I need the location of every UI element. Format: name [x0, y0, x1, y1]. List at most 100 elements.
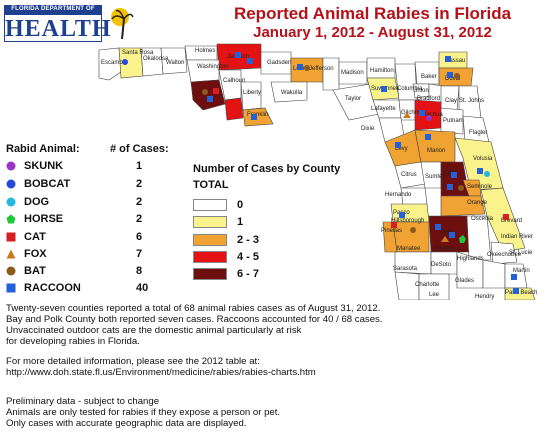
logo-top-text: FLORIDA DEPARTMENT OF [4, 5, 102, 14]
legend-swatch [193, 268, 227, 280]
species-count: 7 [136, 248, 143, 260]
svg-text:Holmes: Holmes [195, 48, 215, 54]
species-count: 6 [136, 231, 143, 243]
species-header: Rabid Animal: [6, 143, 80, 155]
svg-text:Gilchrist: Gilchrist [401, 110, 423, 116]
raccoon-marker [395, 142, 401, 148]
horse-pentagon-icon [6, 214, 16, 224]
species-name: BOBCAT [24, 178, 71, 190]
county-walton [160, 47, 188, 75]
svg-text:Lafayette: Lafayette [371, 106, 396, 112]
county-volusia [454, 137, 504, 191]
svg-text:Pinellas: Pinellas [381, 228, 402, 234]
svg-text:Polk: Polk [441, 230, 454, 236]
raccoon-marker [399, 212, 405, 218]
county-sarasota [394, 271, 420, 300]
county-martin [504, 287, 536, 300]
svg-text:Franklin: Franklin [247, 112, 268, 118]
raccoon-marker [419, 110, 425, 116]
summary-line: Bay and Polk County both reported seven … [6, 314, 383, 325]
bat-marker [410, 227, 416, 233]
svg-text:Okaloosa: Okaloosa [143, 56, 169, 62]
svg-text:Marion: Marion [427, 148, 445, 154]
fox-marker [441, 236, 449, 242]
species-row-bat: BAT 8 [6, 264, 166, 279]
florida-map: Escambia Santa Rosa Okaloosa Walton Holm… [98, 43, 537, 300]
raccoon-marker [447, 72, 453, 78]
svg-text:Putnam: Putnam [443, 118, 464, 124]
summary-text: Twenty-seven counties reported a total o… [6, 303, 546, 347]
raccoon-square-icon [6, 283, 16, 293]
county-osceola [466, 215, 492, 261]
svg-text:Bradford: Bradford [417, 96, 440, 102]
svg-text:Charlotte: Charlotte [415, 282, 440, 288]
species-name: HORSE [24, 213, 64, 225]
svg-text:Baker: Baker [421, 74, 437, 80]
legend-swatch [193, 199, 227, 211]
summary-line: for developing rabies in Florida. [6, 336, 140, 347]
svg-text:Clay: Clay [445, 98, 457, 104]
svg-text:Union: Union [413, 88, 429, 94]
legend-subtitle: TOTAL [193, 179, 229, 191]
raccoon-marker [435, 224, 441, 230]
svg-text:Levy: Levy [395, 146, 408, 152]
svg-text:Escambia: Escambia [101, 60, 128, 66]
svg-text:Hendry: Hendry [475, 294, 494, 300]
svg-text:Taylor: Taylor [345, 96, 361, 102]
legend-title: Number of Cases by County [193, 163, 341, 175]
raccoon-marker [425, 134, 431, 140]
county-wakulla [270, 81, 308, 103]
county-bay [190, 79, 226, 111]
svg-text:Gadsden: Gadsden [267, 60, 291, 66]
svg-text:Lee: Lee [429, 292, 440, 298]
svg-text:Wakulla: Wakulla [281, 90, 303, 96]
county-lake [440, 161, 470, 197]
svg-text:Flagler: Flagler [469, 130, 487, 136]
species-name: RACCOON [24, 282, 81, 294]
svg-text:Indian River: Indian River [501, 234, 533, 240]
bobcat-circle-icon [6, 179, 16, 189]
dog-circle-icon [6, 197, 16, 207]
bobcat-marker [122, 59, 128, 65]
svg-text:Orange: Orange [467, 200, 488, 206]
raccoon-marker [447, 184, 453, 190]
bat-marker [454, 73, 460, 79]
raccoon-marker [251, 114, 257, 120]
svg-text:St. Johns: St. Johns [459, 98, 484, 104]
sun-palm-icon [111, 8, 134, 40]
svg-text:Columbia: Columbia [397, 86, 423, 92]
svg-text:Hamilton: Hamilton [370, 68, 394, 74]
species-name: DOG [24, 196, 50, 208]
raccoon-marker [381, 86, 387, 92]
county-marion [414, 129, 456, 163]
svg-text:Calhoun: Calhoun [223, 78, 245, 84]
legend-swatch [193, 251, 227, 263]
info-line: For more detailed information, please se… [6, 356, 260, 367]
legend-label: 0 [237, 199, 244, 211]
legend-swatch [193, 234, 227, 246]
raccoon-marker [511, 274, 517, 280]
info-url[interactable]: http://www.doh.state.fl.us/Environment/m… [6, 367, 316, 378]
summary-line: Twenty-seven counties reported a total o… [6, 303, 381, 314]
svg-text:Highlands: Highlands [457, 256, 484, 262]
county-orange [440, 195, 486, 217]
disclaimer-line: Animals are only tested for rabies if th… [6, 407, 281, 418]
species-row-cat: CAT 6 [6, 230, 166, 245]
bat-marker [458, 185, 464, 191]
raccoon-marker [235, 52, 241, 58]
svg-text:Dixie: Dixie [361, 126, 375, 132]
svg-text:Sumter: Sumter [425, 174, 444, 180]
disclaimer-line: Preliminary data - subject to change [6, 396, 160, 407]
raccoon-marker [207, 96, 213, 102]
summary-line: Unvaccinated outdoor cats are the domest… [6, 325, 302, 336]
legend-label: 1 [237, 216, 244, 228]
svg-text:Palm Beach: Palm Beach [505, 290, 537, 296]
svg-text:Seminole: Seminole [467, 184, 493, 190]
svg-text:Walton: Walton [166, 60, 184, 66]
raccoon-marker [449, 232, 455, 238]
svg-text:Liberty: Liberty [243, 90, 261, 96]
raccoon-marker [477, 168, 483, 174]
county-indian-river [490, 241, 518, 265]
county-escambia [98, 47, 122, 81]
species-count: 2 [136, 178, 143, 190]
